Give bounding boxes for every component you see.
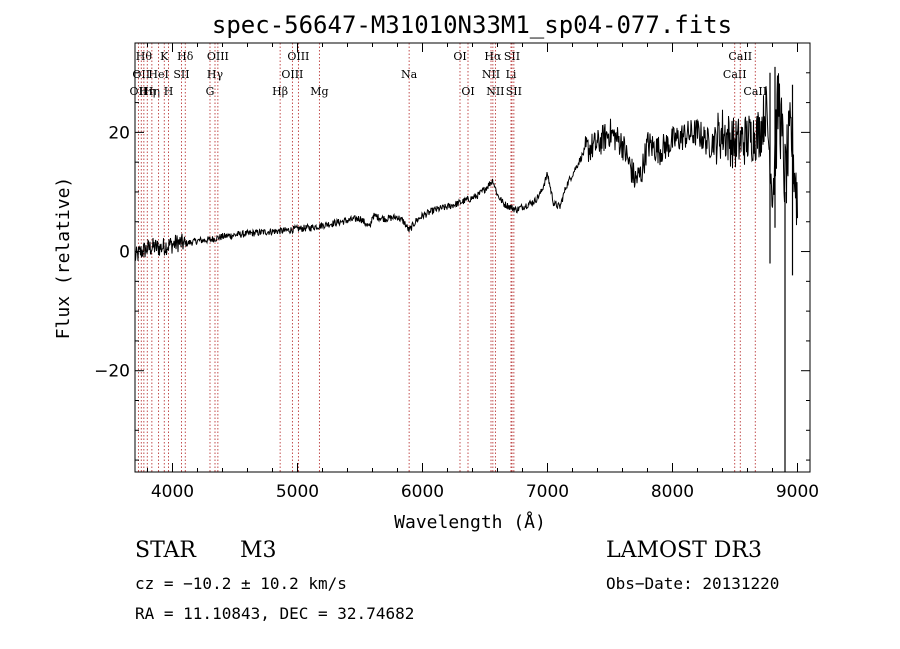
line-label: Hβ xyxy=(272,85,288,98)
line-label: OIII xyxy=(287,50,309,63)
plot-frame xyxy=(134,42,811,473)
line-label: Hθ xyxy=(136,50,153,63)
line-label: K xyxy=(160,50,169,63)
line-label: SII xyxy=(504,50,520,63)
x-tick-label: 5000 xyxy=(276,482,319,502)
obs-date: Obs−Date: 20131220 xyxy=(606,574,780,593)
line-label: Li xyxy=(506,68,517,81)
line-label: OI xyxy=(453,50,466,63)
line-label: CaII xyxy=(743,85,767,98)
line-label: SII xyxy=(173,68,189,81)
line-label: OII xyxy=(130,85,148,98)
coordinates: RA = 11.10843, DEC = 32.74682 xyxy=(135,604,415,623)
x-tick-label: 9000 xyxy=(776,482,819,502)
y-axis-label: Flux (relative) xyxy=(53,177,74,340)
line-label: NII xyxy=(486,85,504,98)
x-tick-label: 7000 xyxy=(526,482,569,502)
line-label: Na xyxy=(401,68,418,81)
spectrum-layer xyxy=(134,66,798,472)
line-label: CaII xyxy=(728,50,752,63)
x-tick-label: 8000 xyxy=(651,482,694,502)
object-class: STAR xyxy=(135,538,196,563)
line-label: HeI xyxy=(148,68,168,81)
spectrum-line xyxy=(134,73,798,261)
line-label: Hα xyxy=(484,50,502,63)
survey-name: LAMOST DR3 xyxy=(606,538,762,563)
y-tick-label: 0 xyxy=(119,243,130,263)
line-label: Mg xyxy=(310,85,328,98)
y-tick-label: −20 xyxy=(94,362,130,382)
line-label: Hη xyxy=(144,85,160,98)
line-label: Hδ xyxy=(177,50,194,63)
line-label: SII xyxy=(506,85,522,98)
x-tick-label: 6000 xyxy=(401,482,444,502)
line-label: OIII xyxy=(207,50,229,63)
redshift-info: cz = −10.2 ± 10.2 km/s xyxy=(135,574,347,593)
x-axis-label: Wavelength (Å) xyxy=(394,511,546,533)
line-label: OII xyxy=(132,68,150,81)
object-subclass: M3 xyxy=(240,538,277,563)
line-label: OIII xyxy=(281,68,303,81)
line-label: CaII xyxy=(723,68,747,81)
line-label: G xyxy=(206,85,215,98)
line-label: NII xyxy=(482,68,500,81)
line-label: H xyxy=(164,85,174,98)
line-label: Hγ xyxy=(207,68,224,81)
y-tick-label: 20 xyxy=(108,123,130,143)
x-tick-label: 4000 xyxy=(151,482,194,502)
line-label: OI xyxy=(461,85,474,98)
chart-title: spec-56647-M31010N33M1_sp04-077.fits xyxy=(212,11,732,39)
axis-ticks: 4000 5000 6000 7000 8000 9000 −20 0 20 xyxy=(94,42,819,502)
line-label: Hη xyxy=(139,85,155,98)
